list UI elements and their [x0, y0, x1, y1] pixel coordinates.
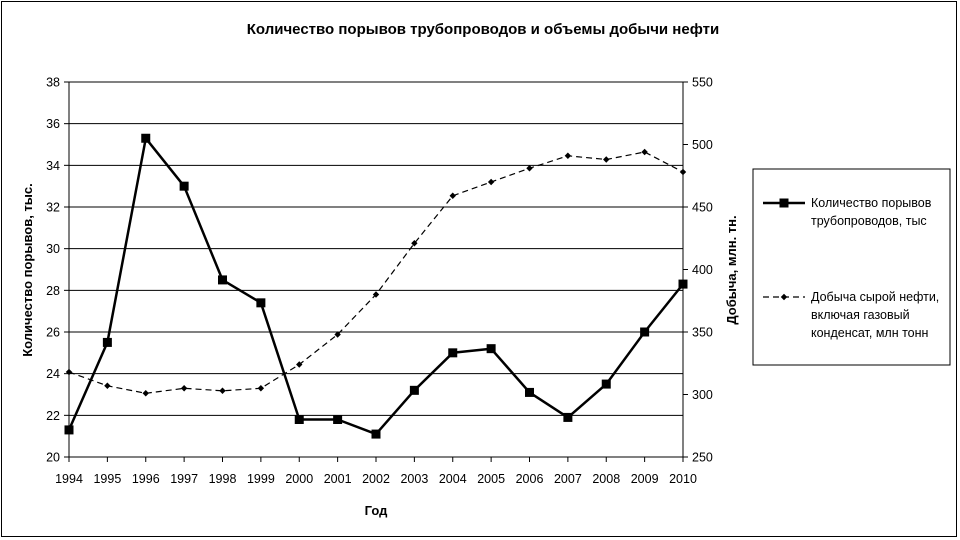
data-point — [142, 390, 149, 397]
y-tick-label-right: 550 — [692, 76, 713, 90]
series-1 — [64, 133, 688, 439]
legend-swatch-marker — [780, 293, 788, 301]
data-point — [449, 192, 456, 199]
data-point — [64, 425, 74, 435]
data-point — [65, 368, 73, 376]
y-axis-label-right: Добыча, млн. тн. — [724, 215, 739, 324]
data-point — [102, 337, 112, 347]
x-tick-label: 1999 — [247, 472, 275, 486]
data-point — [564, 152, 572, 159]
legend-label: трубопроводов, тыс — [811, 214, 927, 228]
y-tick-label-left: 24 — [46, 367, 60, 381]
legend-label: конденсат, млн тонн — [811, 326, 929, 340]
y-tick-label-left: 26 — [46, 326, 60, 340]
x-tick-label: 2007 — [554, 472, 582, 486]
legend-label: Добыча сырой нефти, — [811, 290, 939, 304]
x-tick-label: 1998 — [209, 472, 237, 486]
data-point — [486, 344, 496, 354]
y-tick-label-left: 20 — [46, 451, 60, 465]
legend-swatch-marker — [779, 198, 789, 208]
x-tick-label: 2004 — [439, 472, 467, 486]
y-tick-label-left: 30 — [46, 242, 60, 256]
data-point — [104, 382, 111, 389]
x-axis-label: Год — [365, 503, 388, 518]
axes — [64, 81, 688, 462]
data-point — [256, 298, 266, 308]
data-point — [448, 348, 458, 358]
data-point — [526, 165, 533, 172]
legend-label: Количество порывов — [811, 196, 932, 210]
y-axis-label-left: Количество порывов, тыс. — [20, 183, 35, 357]
data-point — [179, 181, 189, 191]
y-tick-label-left: 22 — [46, 409, 60, 423]
data-point — [601, 379, 611, 389]
x-tick-label: 1996 — [132, 472, 160, 486]
data-point — [372, 291, 380, 298]
y-tick-label-right: 400 — [692, 263, 713, 277]
x-tick-label: 2001 — [324, 472, 352, 486]
y-tick-label-left: 36 — [46, 117, 60, 131]
data-point — [333, 415, 343, 424]
series-2 — [65, 148, 687, 397]
data-point — [678, 279, 688, 289]
x-tick-label: 2002 — [362, 472, 390, 486]
y-tick-label-right: 350 — [692, 326, 713, 340]
data-point — [603, 156, 610, 163]
data-point — [257, 385, 265, 392]
x-tick-label: 2008 — [592, 472, 620, 486]
legend-label: включая газовый — [811, 308, 910, 322]
y-tick-label-left: 28 — [46, 284, 60, 298]
grid-lines — [69, 81, 683, 458]
y-tick-label-left: 34 — [46, 159, 60, 173]
data-point — [141, 133, 151, 143]
x-tick-label: 1994 — [55, 472, 83, 486]
data-point — [371, 429, 381, 439]
y-tick-label-right: 300 — [692, 388, 713, 402]
data-point — [409, 385, 419, 395]
x-tick-label: 1997 — [170, 472, 198, 486]
y-tick-label-right: 450 — [692, 201, 713, 215]
series-line — [67, 137, 684, 436]
x-tick-label: 2005 — [477, 472, 505, 486]
x-tick-label: 1995 — [93, 472, 121, 486]
y-tick-label-right: 250 — [692, 451, 713, 465]
series — [64, 133, 688, 439]
x-tick-label: 2010 — [669, 472, 697, 486]
data-point — [525, 387, 534, 397]
data-point — [640, 327, 650, 337]
data-point — [334, 331, 341, 338]
tick-labels: 20 22 24 26 28 30 32 34 36 38 250 300 350 400 450 500 55… — [46, 76, 713, 487]
x-tick-label: 2006 — [516, 472, 544, 486]
data-point — [296, 361, 303, 368]
data-point — [218, 275, 227, 285]
chart-title: Количество порывов трубопроводов и объем… — [247, 21, 719, 38]
data-point — [679, 168, 687, 176]
data-point — [411, 240, 418, 247]
y-tick-label-left: 38 — [46, 76, 60, 90]
series-line — [68, 151, 684, 394]
data-point — [487, 178, 495, 186]
y-tick-label-left: 32 — [46, 201, 60, 215]
x-tick-label: 2009 — [631, 472, 659, 486]
x-tick-label: 2003 — [400, 472, 428, 486]
data-point — [563, 412, 573, 422]
data-point — [641, 148, 648, 156]
data-point — [219, 387, 226, 394]
legend: Количество порывов трубопроводов, тыс Добы… — [752, 168, 951, 366]
x-tick-label: 2000 — [285, 472, 313, 486]
data-point — [294, 415, 304, 424]
data-point — [180, 385, 188, 392]
y-tick-label-right: 500 — [692, 138, 713, 152]
